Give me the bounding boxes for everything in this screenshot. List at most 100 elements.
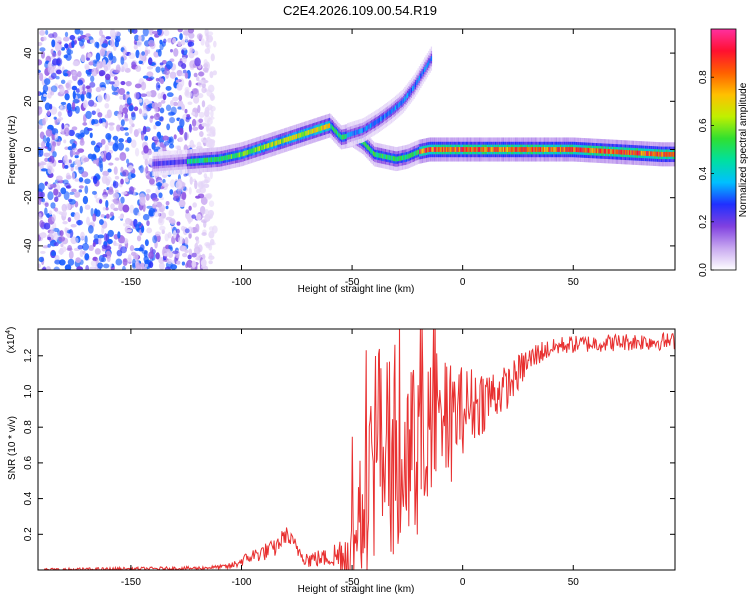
noise-cell xyxy=(106,255,111,263)
noise-cell xyxy=(38,41,43,47)
noise-cell xyxy=(196,76,200,82)
noise-cell xyxy=(194,57,201,67)
noise-cell xyxy=(86,216,90,226)
noise-cell xyxy=(59,85,65,95)
noise-cell xyxy=(117,110,122,115)
colorbar-gradient xyxy=(710,28,737,271)
trace-cell xyxy=(355,130,357,135)
noise-cell xyxy=(82,242,89,251)
trace-cell xyxy=(643,150,645,156)
noise-cell xyxy=(184,86,190,93)
noise-cell xyxy=(184,131,188,141)
trace-cell xyxy=(315,127,318,133)
noise-cell xyxy=(47,147,52,151)
trace-cell xyxy=(398,156,400,162)
trace-cell xyxy=(256,146,258,152)
noise-cell xyxy=(48,33,55,39)
trace-cell xyxy=(335,129,337,135)
trace-cell xyxy=(410,87,413,93)
noise-cell xyxy=(128,52,136,59)
trace-cell xyxy=(237,152,239,158)
trace-cell xyxy=(155,161,157,167)
noise-cell xyxy=(143,102,147,111)
trace-cell xyxy=(236,152,238,158)
noise-cell xyxy=(108,52,114,61)
noise-cell xyxy=(48,226,55,231)
noise-cell xyxy=(125,147,130,152)
noise-cell xyxy=(157,101,162,108)
trace-cell xyxy=(563,147,566,152)
noise-cell xyxy=(184,249,189,254)
trace-cell xyxy=(571,147,574,152)
trace-cell xyxy=(545,147,547,152)
noise-cell xyxy=(130,251,137,256)
noise-cell xyxy=(97,94,103,103)
noise-cell xyxy=(186,114,191,118)
trace-cell xyxy=(586,147,588,153)
trace-cell xyxy=(371,149,373,155)
noise-cell xyxy=(181,261,186,266)
trace-cell xyxy=(558,147,560,152)
snr-x-axis: -150 -100 -50 0 50 xyxy=(121,329,579,588)
noise-cell xyxy=(118,88,126,96)
noise-cell xyxy=(90,140,96,146)
noise-cell xyxy=(206,123,210,127)
trace-cell xyxy=(336,131,339,137)
x-tick-label: -150 xyxy=(121,277,141,288)
trace-cell xyxy=(547,147,550,152)
trace-cell xyxy=(208,157,210,163)
trace-cell xyxy=(338,132,340,138)
trace-cell xyxy=(536,147,538,152)
trace-cell xyxy=(202,157,205,163)
trace-cell xyxy=(352,130,354,136)
noise-cell xyxy=(128,104,134,112)
noise-cell xyxy=(91,110,96,116)
noise-cell xyxy=(39,232,47,239)
noise-cell xyxy=(187,41,195,47)
trace-cell xyxy=(509,147,511,152)
noise-cell xyxy=(205,194,212,200)
trace-cell xyxy=(347,132,349,138)
noise-cell xyxy=(85,85,91,90)
noise-cell xyxy=(148,251,154,260)
trace-cell xyxy=(233,153,235,159)
noise-cell xyxy=(98,29,103,37)
trace-cell xyxy=(639,150,641,156)
noise-cell xyxy=(66,184,72,189)
trace-cell xyxy=(403,155,405,160)
noise-cell xyxy=(188,248,192,254)
noise-cell xyxy=(202,67,209,72)
noise-cell xyxy=(163,38,167,44)
trace-cell xyxy=(648,151,651,157)
trace-cell xyxy=(521,147,523,152)
noise-cell xyxy=(149,76,155,80)
noise-cell xyxy=(72,90,76,100)
noise-cell xyxy=(188,123,192,133)
trace-cell xyxy=(369,123,372,129)
x-tick-label: 50 xyxy=(568,277,580,288)
noise-cell xyxy=(188,79,192,88)
noise-cell xyxy=(120,236,125,244)
noise-cell xyxy=(77,245,84,250)
noise-cell xyxy=(178,199,186,208)
noise-cell xyxy=(41,140,46,149)
trace-cell xyxy=(334,128,336,134)
noise-cell xyxy=(127,254,132,262)
trace-cell xyxy=(452,147,454,152)
noise-cell xyxy=(45,29,49,36)
trace-cell xyxy=(384,154,387,160)
snr-multiplier-base: (x10 xyxy=(6,333,17,353)
noise-cell xyxy=(79,205,83,214)
noise-cell xyxy=(158,192,163,199)
trace-cell xyxy=(177,159,180,165)
trace-cell xyxy=(368,146,371,152)
trace-cell xyxy=(395,156,397,162)
trace-cell xyxy=(414,82,417,88)
noise-cell xyxy=(196,141,202,149)
trace-upper-branch xyxy=(347,46,433,148)
trace-cell xyxy=(200,158,202,163)
trace-cell xyxy=(516,147,518,152)
trace-cell xyxy=(192,158,194,164)
noise-cell xyxy=(74,154,79,159)
trace-cell xyxy=(293,134,295,140)
